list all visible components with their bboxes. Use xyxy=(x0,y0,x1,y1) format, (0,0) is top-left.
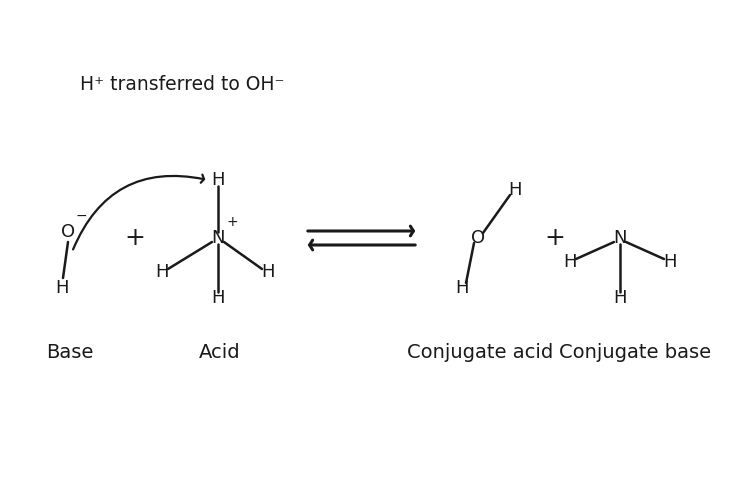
Text: O: O xyxy=(61,223,75,241)
Text: Base: Base xyxy=(46,342,94,361)
Text: Conjugate acid: Conjugate acid xyxy=(406,342,553,361)
Text: Acid: Acid xyxy=(200,342,241,361)
Text: −: − xyxy=(76,209,88,223)
Text: H: H xyxy=(563,253,577,271)
Text: N: N xyxy=(614,229,627,247)
Text: H: H xyxy=(509,181,522,199)
Text: H: H xyxy=(455,279,469,297)
Text: +: + xyxy=(226,215,238,229)
Text: H: H xyxy=(614,289,627,307)
Text: H: H xyxy=(211,171,225,189)
Text: H⁺ transferred to OH⁻: H⁺ transferred to OH⁻ xyxy=(80,76,284,94)
Text: H: H xyxy=(663,253,676,271)
Text: O: O xyxy=(471,229,485,247)
Text: H: H xyxy=(56,279,69,297)
Text: Conjugate base: Conjugate base xyxy=(559,342,711,361)
Text: H: H xyxy=(155,263,169,281)
Text: N: N xyxy=(211,229,225,247)
Text: H: H xyxy=(211,289,225,307)
Text: H: H xyxy=(261,263,274,281)
Text: +: + xyxy=(124,226,146,250)
Text: +: + xyxy=(544,226,566,250)
